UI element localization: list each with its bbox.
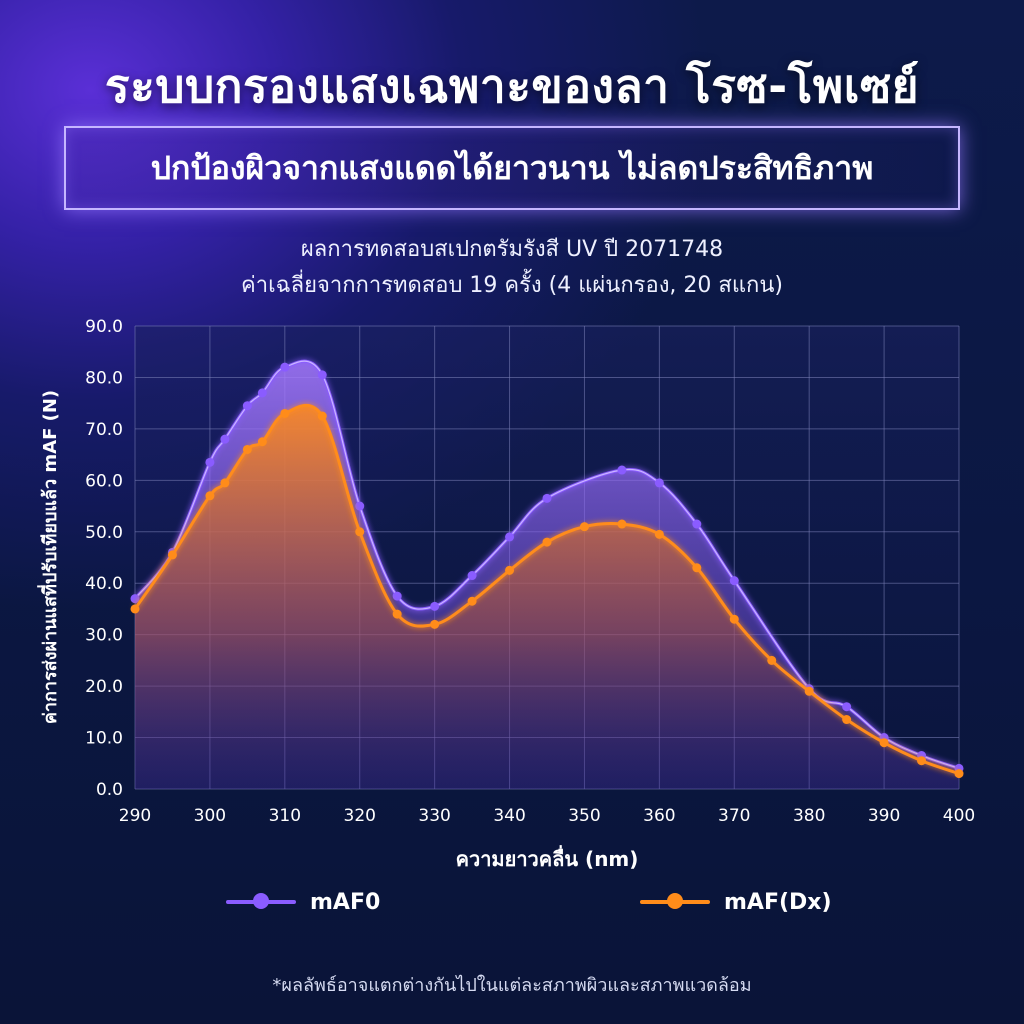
data-point-maf0 (654, 478, 664, 488)
data-point-mafdx (392, 609, 402, 619)
data-point-mafdx (280, 408, 290, 418)
data-point-mafdx (954, 769, 964, 779)
y-axis-label: ค่าการส่งผ่านแสที่ปรับเทียบแล้ว mAF (N) (37, 390, 61, 724)
legend-item-mafdx: mAF(Dx) (640, 884, 832, 920)
x-tick-label: 320 (344, 806, 376, 826)
data-point-mafdx (242, 444, 252, 454)
x-tick-label: 380 (793, 806, 825, 826)
data-point-maf0 (430, 601, 440, 611)
data-point-maf0 (280, 362, 290, 372)
x-tick-label: 330 (418, 806, 450, 826)
x-tick-label: 290 (119, 806, 151, 826)
x-axis: 290 300 310 320 330 340 350 360 370 380 390 400 (119, 806, 975, 826)
data-point-mafdx (505, 565, 515, 575)
data-point-mafdx (617, 519, 627, 529)
x-axis-label: ความยาวคลื่น (nm) (456, 844, 639, 871)
chart-header: ผลการทดสอบสเปกตรัมรังสี UV ปี 2071748 ค่… (0, 232, 1024, 304)
data-point-maf0 (505, 532, 515, 542)
data-point-mafdx (842, 715, 852, 725)
legend-item-maf0: mAF0 (226, 884, 380, 920)
data-point-maf0 (220, 434, 230, 444)
data-point-mafdx (654, 529, 664, 539)
data-point-maf0 (692, 519, 702, 529)
subtitle-banner: ปกป้องผิวจากแสงแดดได้ยาวนาน ไม่ลดประสิทธ… (64, 126, 960, 210)
y-tick-label: 30.0 (85, 626, 123, 646)
data-point-mafdx (167, 550, 177, 560)
data-point-mafdx (467, 596, 477, 606)
data-point-mafdx (879, 738, 889, 748)
data-point-maf0 (242, 401, 252, 411)
x-tick-label: 310 (269, 806, 301, 826)
chart-title: ผลการทดสอบสเปกตรัมรังสี UV ปี 2071748 (300, 237, 724, 262)
y-tick-label: 90.0 (85, 317, 123, 337)
series-layer (130, 359, 964, 789)
series-area-mafdx (135, 405, 959, 789)
legend-marker-orange (667, 893, 683, 909)
data-point-maf0 (355, 501, 365, 511)
legend-line-orange (640, 893, 710, 909)
legend-line-purple (226, 893, 296, 909)
x-tick-label: 370 (718, 806, 750, 826)
y-tick-label: 20.0 (85, 677, 123, 697)
data-point-mafdx (729, 614, 739, 624)
data-point-mafdx (130, 604, 140, 614)
x-tick-label: 300 (194, 806, 226, 826)
data-point-mafdx (317, 411, 327, 421)
y-tick-label: 50.0 (85, 523, 123, 543)
data-point-maf0 (257, 388, 267, 398)
page-title: ระบบกรองแสงเฉพาะของลา โรซ-โพเซย์ (104, 59, 920, 113)
data-point-mafdx (917, 756, 927, 766)
x-tick-label: 390 (868, 806, 900, 826)
data-point-mafdx (804, 686, 814, 696)
data-point-maf0 (317, 370, 327, 380)
data-point-maf0 (467, 571, 477, 581)
x-tick-label: 360 (643, 806, 675, 826)
data-point-maf0 (617, 465, 627, 475)
data-point-mafdx (579, 522, 589, 532)
data-point-maf0 (392, 591, 402, 601)
legend-label-mafdx: mAF(Dx) (724, 889, 832, 915)
data-point-mafdx (257, 437, 267, 447)
legend-marker-purple (253, 893, 269, 909)
data-point-maf0 (130, 594, 140, 604)
subtitle-text: ปกป้องผิวจากแสงแดดได้ยาวนาน ไม่ลดประสิทธ… (150, 148, 874, 187)
x-tick-label: 350 (568, 806, 600, 826)
data-point-mafdx (430, 619, 440, 629)
y-tick-label: 40.0 (85, 574, 123, 594)
footnote: *ผลลัพธ์อาจแตกต่างกันไปในแต่ละสภาพผิวและ… (272, 975, 752, 996)
data-point-mafdx (220, 478, 230, 488)
x-tick-label: 340 (493, 806, 525, 826)
y-tick-label: 0.0 (96, 780, 123, 800)
data-point-maf0 (842, 702, 852, 712)
chart-subtitle: ค่าเฉลี่ยจากการทดสอบ 19 ครั้ง (4 แผ่นกรอ… (241, 273, 783, 298)
y-tick-label: 80.0 (85, 368, 123, 388)
legend-label-maf0: mAF0 (310, 889, 381, 915)
y-tick-label: 70.0 (85, 420, 123, 440)
data-point-mafdx (692, 563, 702, 573)
y-axis: 0.0 10.0 20.0 30.0 40.0 50.0 60.0 70.0 80.0 90.0 (85, 317, 123, 800)
data-point-mafdx (355, 527, 365, 537)
data-point-maf0 (729, 576, 739, 586)
data-point-maf0 (542, 493, 552, 503)
data-point-maf0 (205, 457, 215, 467)
y-tick-label: 10.0 (85, 729, 123, 749)
y-tick-label: 60.0 (85, 471, 123, 491)
data-point-mafdx (767, 655, 777, 665)
data-point-mafdx (205, 491, 215, 501)
x-tick-label: 400 (943, 806, 975, 826)
data-point-mafdx (542, 537, 552, 547)
